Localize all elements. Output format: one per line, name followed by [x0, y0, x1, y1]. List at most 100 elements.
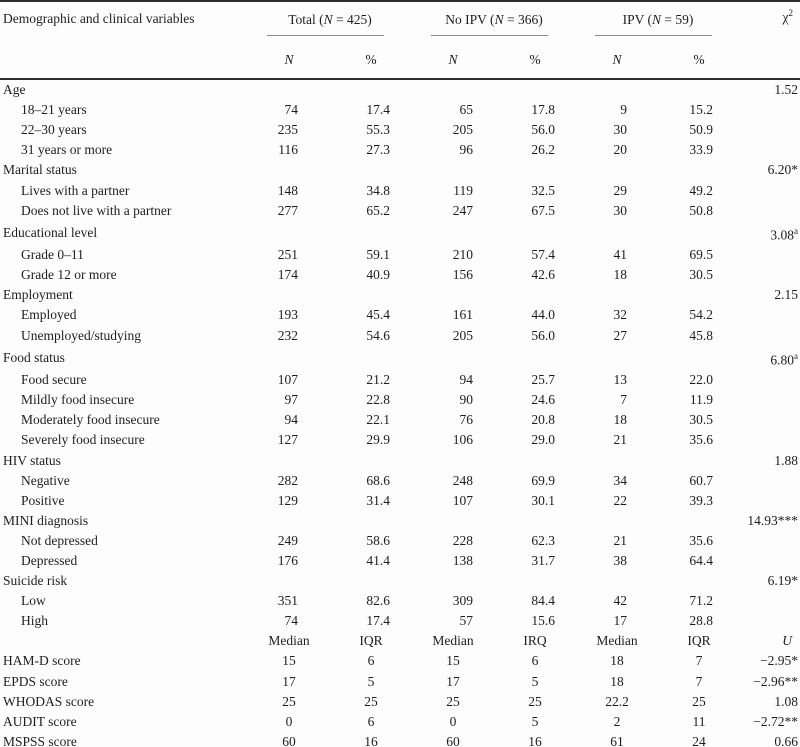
- cell-value: 22.1: [366, 412, 390, 428]
- cell-value: [494, 451, 576, 471]
- cell-value: [248, 571, 330, 591]
- cell-value: 20.8: [531, 412, 555, 428]
- cell-stat: [740, 531, 800, 551]
- table-row: 18–21 years 74 17.4 65 17.8 9 15.2: [0, 100, 800, 120]
- cell-value: 6: [367, 713, 375, 729]
- cell-value: [412, 285, 494, 305]
- table-row: Moderately food insecure 94 22.1 76 20.8 18 30…: [0, 410, 800, 430]
- cell-value: 41.4: [366, 553, 390, 569]
- cell-value: 29: [613, 182, 628, 198]
- cell-value: 59.1: [366, 247, 390, 263]
- cell-value: [330, 571, 412, 591]
- cell-value: [658, 285, 740, 305]
- group-underline: [595, 35, 712, 36]
- cell-value: 24: [692, 733, 706, 747]
- cell-value: [248, 451, 330, 471]
- cell-value: [412, 79, 494, 100]
- cell-value: 26.2: [531, 142, 555, 158]
- cell-value: [658, 221, 740, 246]
- cell-value: 41: [613, 247, 628, 263]
- cell-value: 34.8: [366, 182, 390, 198]
- cell-value: [658, 79, 740, 100]
- cell-value: 17: [446, 673, 460, 689]
- cell-value: 25: [446, 693, 460, 709]
- cell-value: [248, 221, 330, 246]
- row-label: Grade 0–11: [21, 247, 84, 263]
- cell-value: IQR: [359, 633, 383, 649]
- cell-value: 22.0: [689, 372, 713, 388]
- cell-value: 21: [613, 532, 628, 548]
- cell-value: 57.4: [531, 247, 555, 263]
- table-row: Suicide risk 6.19*: [0, 571, 800, 591]
- cell-value: 210: [452, 247, 473, 263]
- cell-value: [494, 571, 576, 591]
- table-row: EPDS score 17 5 17 5 18 7 −2.96**: [0, 672, 800, 692]
- cell-value: 27: [613, 327, 628, 343]
- cell-value: 68.6: [366, 472, 390, 488]
- table-body: Age 1.52 18–21 years 74 17.4 65 17.8 9 15.2 22–30…: [0, 79, 800, 747]
- table-row: Low 351 82.6 309 84.4 42 71.2: [0, 591, 800, 611]
- cell-stat: [740, 100, 800, 120]
- cell-value: 11.9: [689, 392, 713, 408]
- cell-value: 54.2: [689, 307, 713, 323]
- subheader-row: N % N % N %: [0, 36, 800, 79]
- table-row: HAM-D score 15 6 15 6 18 7 −2.95*: [0, 651, 800, 671]
- cell-stat: 2.15: [774, 287, 798, 303]
- cell-value: 27.3: [366, 142, 390, 158]
- cell-value: 34: [613, 472, 628, 488]
- cell-value: 17: [282, 673, 296, 689]
- cell-value: 55.3: [366, 122, 390, 138]
- cell-value: 69.9: [531, 472, 555, 488]
- cell-value: 11: [692, 713, 706, 729]
- cell-stat: [740, 471, 800, 491]
- cell-value: [248, 160, 330, 180]
- cell-stat: 6.19*: [767, 573, 798, 589]
- cell-value: 30.5: [689, 412, 713, 428]
- cell-value: 30: [613, 122, 628, 138]
- cell-stat: [740, 430, 800, 450]
- group-header-total: Total (N = 425): [248, 1, 412, 36]
- cell-value: 64.4: [689, 553, 713, 569]
- cell-value: 31.7: [531, 553, 555, 569]
- subheader-pct: %: [529, 52, 541, 67]
- cell-value: 35.6: [689, 532, 713, 548]
- group-title-no-ipv: No IPV (N = 366): [445, 12, 543, 27]
- cell-value: [494, 285, 576, 305]
- cell-value: 0: [285, 713, 293, 729]
- cell-value: 176: [277, 553, 298, 569]
- cell-value: 32: [613, 307, 628, 323]
- row-label: Low: [21, 593, 46, 609]
- cell-value: Median: [432, 633, 474, 649]
- cell-value: 129: [277, 492, 298, 508]
- table-row: Not depressed 249 58.6 228 62.3 21 35.6: [0, 531, 800, 551]
- cell-value: [330, 346, 412, 371]
- row-label: Suicide risk: [3, 573, 68, 589]
- cell-value: 16: [528, 733, 542, 747]
- row-label: AUDIT score: [3, 713, 77, 729]
- cell-value: 228: [452, 532, 473, 548]
- table-row: Does not live with a partner 277 65.2 247 67…: [0, 201, 800, 221]
- cell-value: [576, 571, 658, 591]
- group-title-ipv: IPV (N = 59): [622, 12, 694, 27]
- cell-value: [248, 285, 330, 305]
- cell-value: 116: [278, 142, 298, 158]
- table-row: Grade 0–11 251 59.1 210 57.4 41 69.5: [0, 245, 800, 265]
- cell-value: [658, 511, 740, 531]
- cell-value: 49.2: [689, 182, 713, 198]
- table-row: Employment 2.15: [0, 285, 800, 305]
- cell-stat: [740, 551, 800, 571]
- row-label: MINI diagnosis: [3, 512, 89, 528]
- cell-value: 71.2: [689, 593, 713, 609]
- cell-stat: [740, 611, 800, 631]
- cell-value: 15.2: [689, 102, 713, 118]
- row-label: HIV status: [3, 452, 61, 468]
- cell-value: 97: [284, 392, 299, 408]
- cell-value: 45.8: [689, 327, 713, 343]
- cell-stat: 3.08a: [770, 225, 798, 243]
- subheader-pct: %: [693, 52, 705, 67]
- cell-value: 18: [610, 673, 624, 689]
- cell-value: 127: [277, 432, 298, 448]
- cell-value: 21.2: [366, 372, 390, 388]
- row-label: Unemployed/studying: [21, 327, 141, 343]
- table-row: Food status 6.80a: [0, 346, 800, 371]
